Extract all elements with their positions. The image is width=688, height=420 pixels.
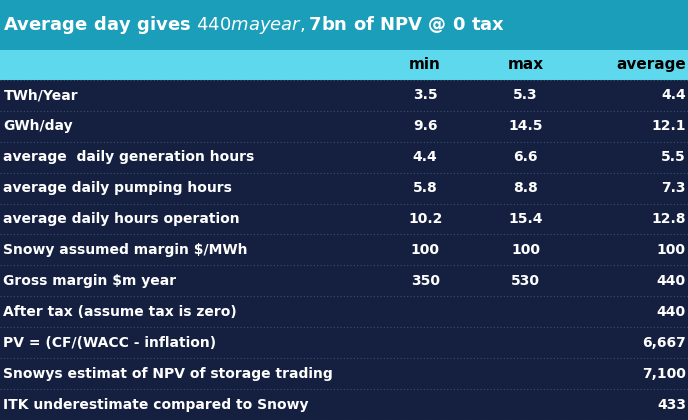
- Bar: [0, 0, 688, 50]
- Bar: [0, 234, 688, 265]
- Bar: [0, 327, 688, 358]
- Text: Average day gives $440 m a year, $7bn of NPV @ 0 tax: Average day gives $440 m a year, $7bn of…: [3, 14, 506, 36]
- Text: 440: 440: [657, 305, 686, 319]
- Text: 5.3: 5.3: [513, 88, 538, 102]
- Bar: [0, 80, 688, 111]
- Text: 100: 100: [411, 243, 440, 257]
- Text: 8.8: 8.8: [513, 181, 538, 195]
- Text: 350: 350: [411, 274, 440, 288]
- Text: 12.8: 12.8: [652, 212, 686, 226]
- Bar: [0, 296, 688, 327]
- Text: Snowys estimat of NPV of storage trading: Snowys estimat of NPV of storage trading: [3, 367, 333, 381]
- Text: TWh/Year: TWh/Year: [3, 88, 78, 102]
- Text: 4.4: 4.4: [661, 88, 686, 102]
- Text: 15.4: 15.4: [508, 212, 543, 226]
- Text: average daily hours operation: average daily hours operation: [3, 212, 240, 226]
- Text: After tax (assume tax is zero): After tax (assume tax is zero): [3, 305, 237, 319]
- Bar: [0, 173, 688, 204]
- Text: 9.6: 9.6: [413, 119, 438, 133]
- Text: 7.3: 7.3: [661, 181, 686, 195]
- Text: 5.8: 5.8: [413, 181, 438, 195]
- Bar: [0, 142, 688, 173]
- Bar: [0, 265, 688, 296]
- Text: 6.6: 6.6: [513, 150, 538, 164]
- Text: GWh/day: GWh/day: [3, 119, 73, 133]
- Text: 12.1: 12.1: [652, 119, 686, 133]
- Text: 3.5: 3.5: [413, 88, 438, 102]
- Text: 530: 530: [511, 274, 540, 288]
- Text: min: min: [409, 57, 441, 72]
- Text: ITK underestimate compared to Snowy: ITK underestimate compared to Snowy: [3, 398, 309, 412]
- Text: max: max: [508, 57, 544, 72]
- Text: 440: 440: [657, 274, 686, 288]
- Text: 433: 433: [657, 398, 686, 412]
- Text: 7,100: 7,100: [642, 367, 686, 381]
- Text: Gross margin $m year: Gross margin $m year: [3, 274, 177, 288]
- Bar: [0, 204, 688, 234]
- Text: Snowy assumed margin $/MWh: Snowy assumed margin $/MWh: [3, 243, 248, 257]
- Text: 14.5: 14.5: [508, 119, 543, 133]
- Bar: [0, 358, 688, 389]
- Text: 10.2: 10.2: [408, 212, 442, 226]
- Text: 5.5: 5.5: [661, 150, 686, 164]
- Text: 6,667: 6,667: [642, 336, 686, 350]
- Bar: [0, 111, 688, 142]
- Text: 100: 100: [657, 243, 686, 257]
- Bar: [0, 50, 688, 80]
- Text: PV = (CF/(WACC - inflation): PV = (CF/(WACC - inflation): [3, 336, 217, 350]
- Text: average: average: [616, 57, 686, 72]
- Text: 100: 100: [511, 243, 540, 257]
- Text: 4.4: 4.4: [413, 150, 438, 164]
- Text: average daily pumping hours: average daily pumping hours: [3, 181, 233, 195]
- Text: average  daily generation hours: average daily generation hours: [3, 150, 255, 164]
- Bar: [0, 389, 688, 420]
